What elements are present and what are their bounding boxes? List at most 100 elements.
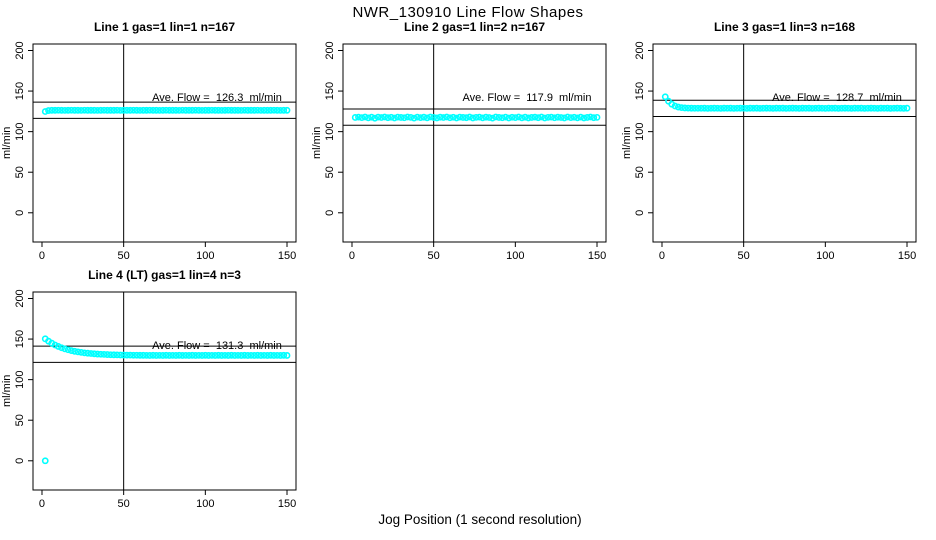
- data-point: [208, 351, 216, 359]
- y-axis-label: ml/min: [311, 126, 323, 160]
- data-point: [720, 104, 728, 112]
- data-point: [387, 113, 395, 121]
- x-tick-label: 100: [506, 250, 524, 262]
- data-point: [175, 106, 183, 114]
- data-point: [489, 114, 496, 122]
- data-point: [808, 104, 816, 112]
- data-point: [413, 113, 421, 121]
- data-point: [241, 106, 248, 114]
- data-point: [257, 106, 265, 114]
- x-tick-label: 0: [39, 498, 45, 510]
- data-point: [133, 106, 141, 114]
- data-point: [456, 113, 464, 121]
- data-point: [277, 106, 284, 114]
- data-point: [182, 351, 190, 359]
- data-point: [890, 104, 898, 112]
- data-point: [433, 114, 441, 122]
- data-point: [736, 104, 744, 112]
- data-point: [453, 114, 460, 122]
- data-point: [51, 106, 59, 114]
- data-point: [103, 106, 111, 114]
- data-point: [394, 113, 402, 121]
- data-point: [143, 106, 150, 114]
- data-point: [903, 104, 911, 112]
- data-point: [100, 351, 108, 358]
- data-point: [792, 104, 800, 112]
- data-point: [740, 104, 748, 112]
- data-point: [169, 106, 177, 114]
- data-point: [228, 351, 235, 359]
- data-point: [280, 106, 288, 114]
- data-point: [234, 351, 242, 359]
- data-point: [430, 114, 438, 121]
- data-point: [260, 351, 268, 359]
- data-point: [228, 106, 235, 114]
- data-point: [156, 351, 163, 359]
- data-point: [541, 114, 549, 122]
- y-tick-label: 150: [14, 330, 26, 348]
- data-point: [687, 104, 695, 112]
- data-point: [198, 106, 206, 114]
- data-point: [583, 114, 591, 121]
- panel-title-line-1: Line 1 gas=1 lin=1 n=167: [93, 20, 236, 34]
- data-point: [459, 114, 467, 121]
- data-point: [590, 114, 598, 122]
- data-point: [825, 104, 833, 112]
- data-point: [224, 352, 232, 359]
- data-point: [443, 113, 451, 121]
- panel-line-4: 0 50 100 150 0 50 100 150 200 Line 4 (LT) gas=1 …: [0, 262, 310, 510]
- data-point: [71, 106, 79, 114]
- data-point: [750, 104, 757, 112]
- data-point: [87, 106, 95, 114]
- data-point: [802, 104, 810, 112]
- data-point: [884, 104, 891, 112]
- panel-line-1: 0 50 100 150 0 50 100 150 200 Line 1 gas=1 lin=1…: [0, 14, 310, 262]
- x-tick-label: 150: [278, 498, 296, 510]
- data-point: [436, 113, 444, 121]
- data-point: [466, 113, 473, 121]
- data-point: [54, 106, 62, 114]
- data-point: [710, 104, 718, 112]
- data-point: [717, 104, 725, 112]
- data-point: [188, 351, 196, 359]
- plot-box: [32, 291, 297, 491]
- data-point: [234, 106, 242, 114]
- data-point: [570, 113, 578, 121]
- data-point: [143, 351, 150, 359]
- data-point: [900, 104, 908, 112]
- data-point: [377, 114, 385, 121]
- y-tick-label: 0: [14, 458, 26, 464]
- data-point: [358, 114, 366, 122]
- data-point: [215, 106, 222, 114]
- data-point: [410, 114, 418, 122]
- data-point: [110, 351, 118, 359]
- data-point: [544, 113, 552, 121]
- data-point: [51, 341, 59, 349]
- panel-line-2: 0 50 100 150 0 50 100 150 200 Line 2 gas=1 lin=2…: [310, 14, 620, 262]
- data-point: [449, 113, 457, 121]
- data-point: [351, 114, 359, 121]
- y-tick-label: 0: [324, 210, 336, 216]
- data-point: [828, 104, 836, 112]
- data-point: [74, 106, 82, 114]
- x-axis-label: Jog Position (1 second resolution): [378, 512, 582, 527]
- data-point: [159, 106, 167, 114]
- data-point: [805, 104, 813, 112]
- data-point: [231, 352, 239, 359]
- data-point: [371, 114, 379, 122]
- data-point: [175, 351, 183, 359]
- data-point: [479, 114, 487, 122]
- data-point: [661, 93, 669, 101]
- data-point: [864, 104, 872, 112]
- data-point: [880, 104, 888, 112]
- data-point: [723, 104, 731, 112]
- data-point: [528, 114, 536, 121]
- data-point: [195, 351, 203, 359]
- data-point: [534, 114, 542, 122]
- data-point: [404, 113, 411, 121]
- data-point: [691, 104, 699, 112]
- data-point: [149, 351, 157, 359]
- data-point: [838, 104, 846, 112]
- data-point: [45, 107, 52, 114]
- data-point: [205, 352, 213, 359]
